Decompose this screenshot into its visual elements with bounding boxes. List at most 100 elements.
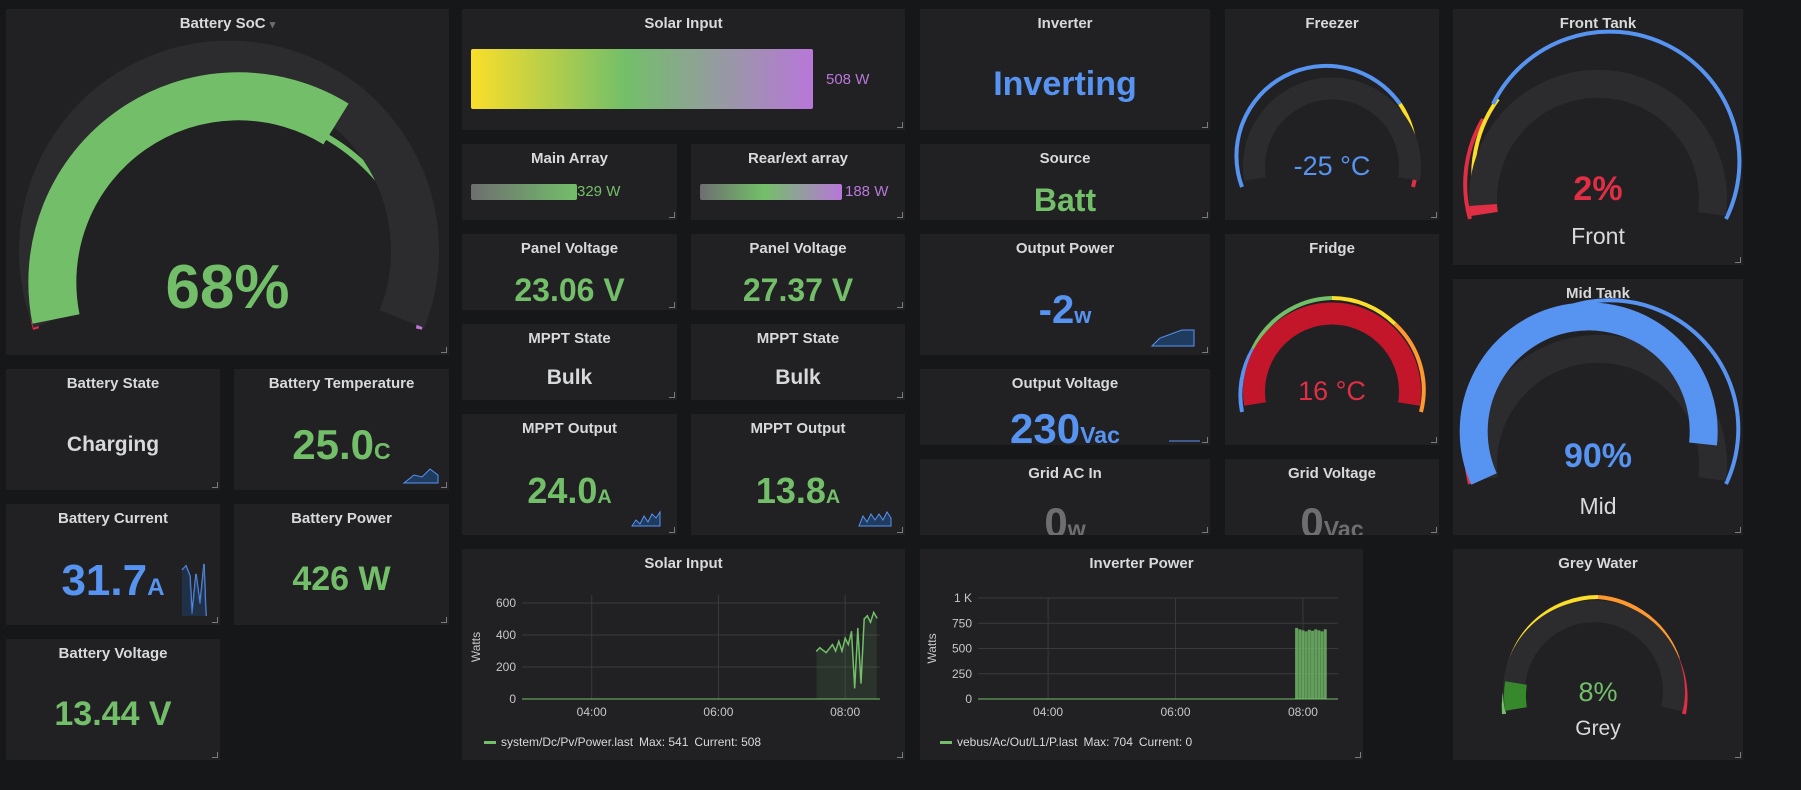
battery-voltage-panel: Battery Voltage 13.44 V: [6, 639, 220, 760]
mppt-output-1-title[interactable]: MPPT Output: [522, 420, 617, 437]
inverter-power-chart-panel: Inverter Power 0 250 500 750 1 K 04:00 06:00 08…: [920, 549, 1363, 760]
rear-array-title[interactable]: Rear/ext array: [747, 150, 849, 167]
battery-temp-value: 25.0: [292, 421, 375, 468]
battery-soc-gauge: [19, 40, 439, 330]
battery-power-title[interactable]: Battery Power: [291, 510, 392, 527]
battery-soc-title-text: Battery SoC: [179, 15, 266, 32]
battery-soc-panel: Battery SoC ▾ 68%: [6, 9, 449, 355]
mppt-state-2-title[interactable]: MPPT State: [756, 330, 840, 347]
battery-temp-title[interactable]: Battery Temperature: [268, 375, 415, 392]
battery-current-sparkline: [181, 563, 207, 617]
panel-voltage-1-title[interactable]: Panel Voltage: [520, 240, 619, 257]
inverter-power-chart-title[interactable]: Inverter Power: [1089, 555, 1194, 572]
front-tank-value: 2%: [1573, 170, 1623, 208]
legend-max: Max: 704: [1083, 735, 1133, 749]
main-array-panel: Main Array 329 W: [462, 144, 677, 220]
battery-temp-panel: Battery Temperature 25.0C: [234, 369, 449, 490]
fridge-title[interactable]: Fridge: [1309, 240, 1355, 257]
x-tick-label: 08:00: [830, 705, 860, 719]
data-point: [872, 611, 875, 614]
battery-temp-readout: 25.0C: [234, 421, 449, 469]
inverter-power-chart-legend[interactable]: vebus/Ac/Out/L1/P.last Max: 704 Current: 0: [940, 735, 1198, 749]
mppt-state-1-value: Bulk: [546, 366, 593, 389]
battery-temp-unit: C: [374, 438, 391, 464]
output-power-panel: Output Power -2w: [920, 234, 1210, 355]
x-tick-label: 04:00: [577, 705, 607, 719]
data-point: [844, 637, 846, 639]
mppt-output-1-panel: MPPT Output 24.0A: [462, 414, 677, 535]
grid-ac-in-panel: Grid AC In 0w: [920, 459, 1210, 535]
data-point: [815, 650, 818, 652]
solar-input-title[interactable]: Solar Input: [644, 15, 723, 32]
mppt-output-2-title[interactable]: MPPT Output: [750, 420, 846, 437]
legend-max: Max: 541: [639, 735, 689, 749]
source-title[interactable]: Source: [1039, 150, 1091, 167]
grey-water-label: Grey: [1575, 717, 1621, 740]
inverter-title[interactable]: Inverter: [1037, 15, 1093, 32]
mid-tank-label: Mid: [1579, 493, 1617, 519]
data-bar: [1314, 629, 1318, 699]
main-array-title[interactable]: Main Array: [531, 150, 608, 167]
rear-array-bar: [700, 184, 842, 200]
data-point: [838, 640, 840, 643]
battery-current-unit: A: [147, 574, 165, 601]
grid-voltage-unit: Vac: [1323, 516, 1364, 535]
battery-voltage-title[interactable]: Battery Voltage: [58, 645, 168, 662]
gauge-fill: [28, 72, 349, 324]
solar-input-chart-legend[interactable]: system/Dc/Pv/Power.last Max: 541 Current: …: [484, 735, 767, 749]
mppt-state-1-title[interactable]: MPPT State: [528, 330, 611, 347]
series-line: [816, 610, 878, 688]
rear-array-value: 188 W: [845, 183, 889, 200]
battery-soc-value: 68%: [165, 253, 290, 322]
x-tick-label: 04:00: [1033, 705, 1063, 719]
grid-ac-in-title[interactable]: Grid AC In: [1028, 465, 1102, 482]
grid-voltage-title[interactable]: Grid Voltage: [1287, 465, 1377, 482]
y-tick-label: 0: [965, 692, 972, 706]
front-tank-label: Front: [1571, 223, 1625, 249]
rear-array-panel: Rear/ext array 188 W: [691, 144, 905, 220]
legend-series: vebus/Ac/Out/L1/P.last: [957, 735, 1078, 749]
mppt-output-2-sparkline: [858, 511, 892, 527]
data-point: [869, 621, 872, 623]
solar-input-bar: [471, 49, 813, 109]
freezer-value: -25 °C: [1293, 151, 1371, 181]
mppt-output-2-readout: 13.8A: [691, 470, 905, 512]
freezer-title[interactable]: Freezer: [1305, 15, 1359, 32]
mid-tank-title[interactable]: Mid Tank: [1566, 285, 1630, 302]
battery-state-title[interactable]: Battery State: [66, 375, 160, 392]
y-tick-label: 400: [496, 628, 516, 642]
x-tick-label: 06:00: [1161, 705, 1191, 719]
mppt-state-2-panel: MPPT State Bulk: [691, 324, 905, 400]
output-voltage-title[interactable]: Output Voltage: [1011, 375, 1119, 392]
grid-ac-in-readout: 0w: [920, 499, 1210, 535]
panel-voltage-2-title[interactable]: Panel Voltage: [749, 240, 847, 257]
data-point: [847, 643, 850, 646]
solar-input-chart-title[interactable]: Solar Input: [644, 555, 723, 572]
solar-input-value: 508 W: [826, 71, 870, 88]
y-tick-label: 500: [952, 642, 972, 656]
front-tank-gauge: [1463, 29, 1742, 220]
mppt-output-2-panel: MPPT Output 13.8A: [691, 414, 905, 535]
grey-water-gauge: [1501, 595, 1688, 715]
legend-current: Current: 0: [1138, 735, 1193, 749]
source-value: Batt: [1033, 182, 1097, 218]
solar-input-chart-panel: Solar Input 0 200 400 600 04:00 06:00 08:00 Wat…: [462, 549, 905, 760]
data-bar: [1298, 629, 1302, 699]
chevron-down-icon[interactable]: ▾: [269, 19, 276, 31]
data-bar: [1304, 631, 1308, 699]
battery-soc-title[interactable]: Battery SoC ▾: [6, 15, 449, 32]
mppt-output-2-unit: A: [825, 486, 841, 508]
front-tank-title[interactable]: Front Tank: [1559, 15, 1637, 32]
output-power-readout: -2w: [920, 288, 1210, 333]
grey-water-value: 8%: [1578, 677, 1618, 707]
output-power-title[interactable]: Output Power: [1015, 240, 1115, 257]
mppt-state-2-value: Bulk: [775, 366, 821, 389]
mppt-output-1-readout: 24.0A: [462, 470, 677, 512]
fridge-panel: Fridge 16 °C: [1225, 234, 1439, 445]
data-bar: [1301, 630, 1305, 699]
data-bar: [1307, 629, 1311, 699]
mid-tank-gauge: [1459, 298, 1741, 485]
grey-water-title[interactable]: Grey Water: [1558, 555, 1638, 572]
y-tick-label: 200: [496, 660, 516, 674]
battery-current-title[interactable]: Battery Current: [57, 510, 169, 527]
